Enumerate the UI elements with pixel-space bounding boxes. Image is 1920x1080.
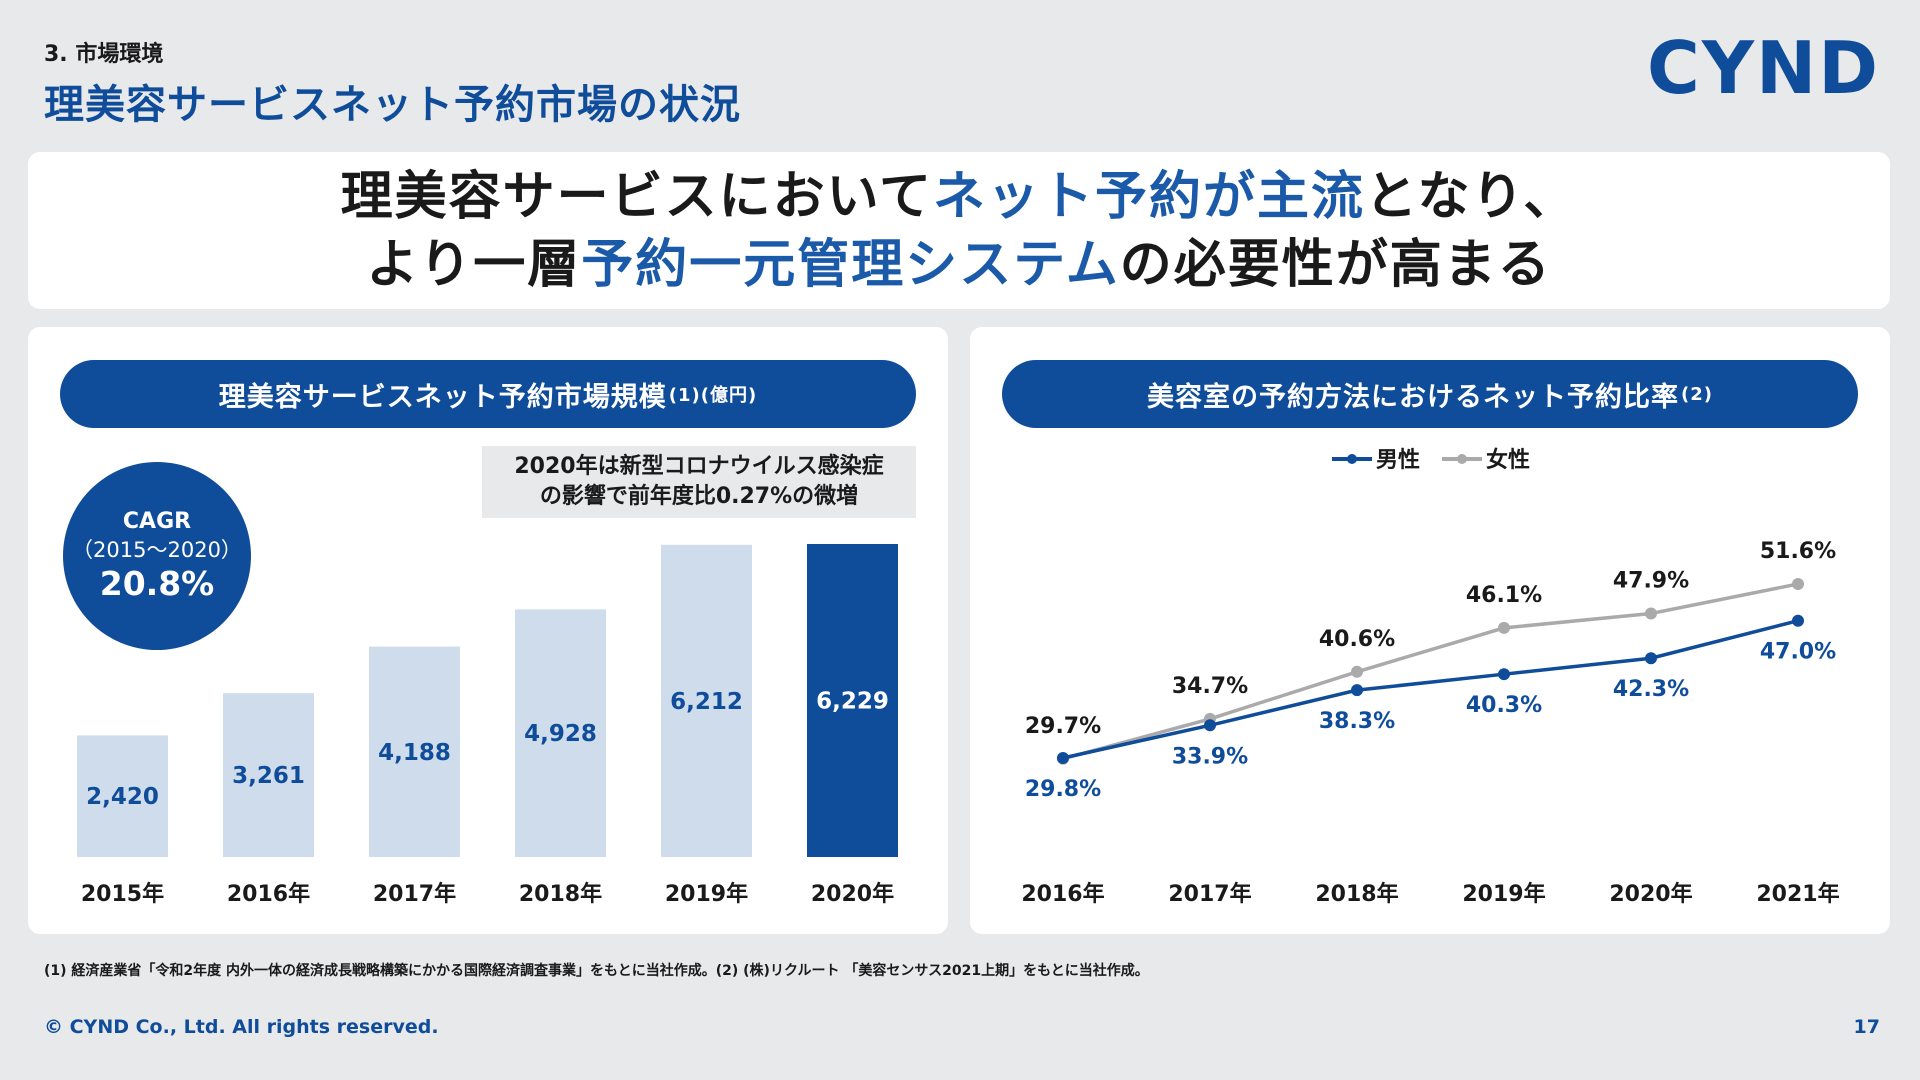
headline-text: となり、 (1365, 166, 1578, 227)
bar-2020年 (807, 544, 898, 857)
data-label-女性: 34.7% (1172, 674, 1248, 699)
data-point-男性 (1351, 684, 1363, 697)
bar-2019年 (661, 544, 752, 857)
headline-highlight: 予約一元管理システム (581, 234, 1120, 295)
net-reservation-line-chart: 男性 女性 2016年 2017年 2018年 2019年 2020年 2021年 29.8% 3… (1021, 447, 1839, 907)
data-point-女性 (1645, 607, 1657, 620)
series-line-男性 (1062, 619, 1799, 760)
data-label-女性: 40.6% (1319, 627, 1395, 652)
copyright: © CYND Co., Ltd. All rights reserved. (44, 1016, 439, 1038)
x-tick-label: 2019年 (665, 881, 748, 907)
x-tick-label: 2015年 (81, 881, 164, 907)
covid-note-line-2: の影響で前年度比0.27%の微増 (539, 484, 859, 509)
panel-title-text: 理美容サービスネット予約市場規模 (218, 381, 667, 413)
data-label-男性: 42.3% (1613, 677, 1689, 702)
panel-title-text: 美容室の予約方法におけるネット予約比率 (1147, 381, 1679, 413)
x-tick-label: 2017年 (1168, 881, 1251, 907)
x-tick-label: 2016年 (1021, 881, 1104, 907)
headline-box: 理美容サービスにおいてネット予約が主流となり、 より一層予約一元管理システムの必… (28, 152, 1890, 309)
x-tick-label: 2017年 (373, 881, 456, 907)
cagr-badge: CAGR （2015～2020） 20.8% (63, 462, 251, 650)
data-label-女性: 51.6% (1760, 539, 1836, 564)
cynd-logo: CYND (1647, 26, 1880, 110)
legend-label: 女性 (1486, 447, 1530, 473)
data-point-男性 (1498, 668, 1510, 681)
bar-2015年 (77, 735, 168, 857)
headline-text: 理美容サービスにおいて (340, 166, 934, 227)
series-line-女性 (1062, 582, 1799, 761)
bar-value-label: 4,928 (524, 721, 597, 747)
x-tick-label: 2019年 (1462, 881, 1545, 907)
legend-label: 男性 (1376, 448, 1420, 473)
bar-value-label: 3,261 (232, 763, 305, 789)
x-tick-label: 2020年 (811, 881, 894, 907)
cagr-label: CAGR (122, 509, 192, 534)
bar-value-label: 6,229 (816, 689, 889, 715)
data-point-男性 (1057, 752, 1069, 764)
legend-marker-女性 (1457, 454, 1467, 464)
x-tick-label: 2020年 (1609, 881, 1692, 907)
headline-highlight: ネット予約が主流 (933, 166, 1366, 227)
x-tick-label: 2016年 (227, 881, 310, 907)
net-reservation-ratio-panel: 美容室の予約方法におけるネット予約比率 (2) 男性 女性 2016年 2017年 201… (970, 327, 1890, 934)
headline-line-2: より一層予約一元管理システムの必要性が高まる (366, 231, 1551, 299)
page-title: 理美容サービスネット予約市場の状況 (44, 82, 741, 128)
bar-2018年 (515, 609, 606, 857)
bar-value-label: 6,212 (670, 689, 743, 715)
data-label-女性: 46.1% (1466, 583, 1542, 608)
legend-marker-男性 (1347, 454, 1357, 464)
data-point-男性 (1645, 652, 1657, 665)
data-point-女性 (1498, 621, 1510, 634)
data-label-女性: 47.9% (1613, 569, 1689, 594)
headline-text: より一層 (366, 234, 582, 295)
x-tick-label: 2018年 (519, 881, 602, 907)
headline-line-1: 理美容サービスにおいてネット予約が主流となり、 (341, 163, 1578, 231)
x-tick-label: 2018年 (1315, 881, 1398, 907)
bar-value-label: 2,420 (86, 784, 159, 810)
covid-note-line-1: 2020年は新型コロナウイルス感染症 (514, 454, 884, 479)
data-label-女性: 29.7% (1025, 714, 1101, 739)
data-label-男性: 40.3% (1466, 693, 1542, 718)
source-footnote: (1) 経済産業省「令和2年度 内外一体の経済成長戦略構築にかかる国際経済調査事… (44, 963, 1149, 979)
data-point-男性 (1204, 719, 1216, 732)
ratio-panel-title: 美容室の予約方法におけるネット予約比率 (2) (1002, 360, 1858, 428)
data-label-男性: 33.9% (1172, 744, 1248, 769)
bar-2016年 (223, 693, 314, 857)
panel-title-suffix: (1)(億円) (668, 385, 758, 406)
data-point-女性 (1351, 665, 1363, 678)
market-size-panel: 理美容サービスネット予約市場規模 (1)(億円) CAGR （2015～2020）… (28, 327, 948, 934)
panel-title-suffix: (2) (1681, 383, 1713, 405)
headline-text: の必要性が高まる (1119, 234, 1552, 295)
market-size-panel-title: 理美容サービスネット予約市場規模 (1)(億円) (60, 360, 916, 428)
market-size-bar-chart: 2,420 2015年 3,261 2016年 4,188 2017年 4,928 2018年… (77, 544, 898, 907)
data-point-女性 (1792, 578, 1804, 590)
section-number: 3. 市場環境 (44, 42, 164, 67)
data-label-男性: 47.0% (1760, 640, 1836, 665)
bar-value-label: 4,188 (378, 740, 451, 766)
data-point-男性 (1792, 614, 1804, 627)
x-tick-label: 2021年 (1756, 881, 1839, 907)
covid-note: 2020年は新型コロナウイルス感染症 の影響で前年度比0.27%の微増 (482, 446, 916, 518)
page-number: 17 (1853, 1016, 1880, 1038)
cagr-value: 20.8% (99, 564, 215, 603)
data-label-男性: 29.8% (1025, 777, 1101, 802)
data-label-男性: 38.3% (1319, 709, 1395, 734)
cagr-period: （2015～2020） (72, 538, 242, 562)
bar-2017年 (369, 646, 460, 857)
